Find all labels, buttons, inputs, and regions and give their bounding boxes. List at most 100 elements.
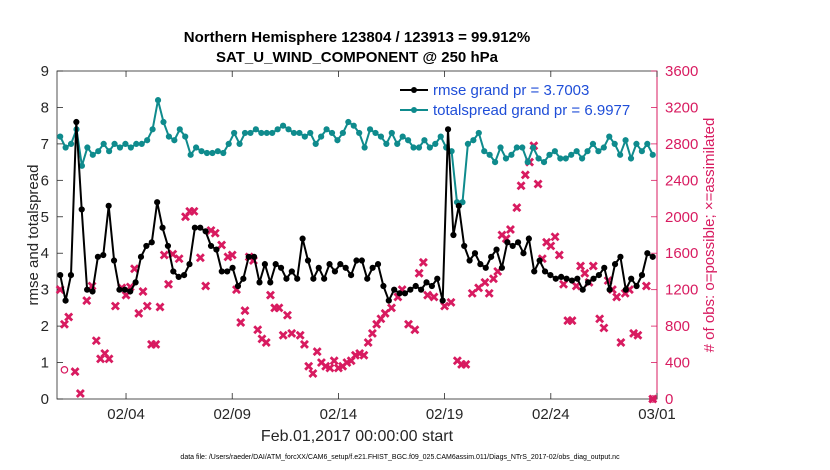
cross-stroke	[236, 317, 246, 327]
rmse-point	[509, 242, 516, 250]
cross-stroke	[138, 286, 148, 296]
totalspread-point	[57, 133, 64, 140]
totalspread-point	[405, 137, 412, 144]
rmse-point	[541, 268, 549, 275]
cross-stroke	[542, 237, 552, 247]
rmse-point	[277, 264, 285, 271]
rmse-point	[601, 264, 608, 271]
cross-stroke	[576, 261, 586, 271]
assimilated-obs-point	[410, 325, 420, 335]
cross-stroke	[355, 348, 365, 358]
assimilated-obs-point	[641, 281, 651, 291]
cross-stroke	[189, 206, 199, 216]
cross-stroke	[130, 264, 140, 274]
rmse-point	[304, 257, 312, 264]
cross-stroke	[142, 301, 152, 311]
cross-stroke	[316, 358, 326, 368]
rmse-point	[94, 253, 101, 260]
assimilated-obs-point	[174, 254, 184, 264]
rmse-point	[380, 282, 387, 290]
legend-rmse-label: rmse grand pr = 3.7003	[433, 82, 589, 99]
totalspread-point	[589, 140, 597, 147]
totalspread-point	[470, 137, 477, 144]
totalspread-point	[459, 199, 466, 206]
assimilated-obs-point	[512, 203, 522, 213]
totalspread-point	[573, 148, 580, 155]
left-y-tick-label: 4	[41, 245, 49, 262]
totalspread-point	[258, 129, 265, 137]
rmse-point	[159, 224, 166, 231]
totalspread-point	[176, 126, 183, 133]
rmse-point	[493, 246, 500, 253]
left-y-tick-label: 1	[41, 355, 49, 372]
cross-stroke	[418, 257, 428, 267]
assimilated-obs-point	[274, 303, 284, 313]
rmse-point	[73, 118, 80, 126]
totalspread-point	[345, 118, 352, 126]
rmse-point	[224, 268, 231, 275]
assimilated-obs-point	[588, 261, 598, 271]
totalspread-point	[198, 148, 205, 155]
totalspread-point	[611, 140, 618, 147]
rmse-point	[154, 199, 161, 206]
legend-totalspread-label: totalspread grand pr = 6.9977	[433, 102, 630, 119]
totalspread-point	[519, 144, 526, 151]
rmse-point	[595, 271, 602, 279]
cross-stroke	[174, 254, 184, 264]
totalspread-point	[415, 144, 423, 151]
rmse-point	[234, 282, 242, 290]
rmse-point	[170, 268, 177, 275]
assimilated-obs-point	[210, 228, 220, 238]
rmse-point	[385, 297, 392, 304]
right-y-tick-label: 800	[665, 318, 690, 335]
rmse-point	[477, 261, 484, 268]
rmse-point	[116, 286, 123, 293]
cross-stroke	[100, 348, 110, 358]
totalspread-point	[122, 140, 129, 147]
cross-stroke	[59, 319, 69, 329]
assimilated-obs-point	[151, 339, 161, 349]
totalspread-point	[437, 133, 444, 140]
totalspread-point	[301, 133, 308, 140]
chart-title-line-2: SAT_U_WIND_COMPONENT @ 250 hPa	[216, 49, 499, 66]
rmse-point	[531, 268, 538, 275]
totalspread-point	[530, 144, 537, 151]
rmse-point	[310, 275, 317, 282]
totalspread-point	[644, 140, 651, 147]
totalspread-point	[638, 148, 645, 155]
assimilated-obs-point	[546, 241, 556, 251]
plot-area: 02/04 02/09 02/14 02/19 02/24 03/010123456789…	[41, 63, 699, 423]
x-axis-label: Feb.01,2017 00:00:00 start	[261, 428, 454, 445]
assimilated-obs-point	[312, 347, 322, 357]
rmse-point	[78, 206, 85, 213]
cross-stroke	[512, 203, 522, 213]
right-y-axis-label: # of obs: o=possible; ×=assimilated	[701, 118, 718, 353]
totalspread-point	[399, 133, 406, 140]
assimilated-obs-point	[299, 339, 309, 349]
totalspread-point	[182, 133, 189, 140]
assimilated-obs-point	[580, 268, 590, 278]
totalspread-point	[62, 144, 69, 151]
rmse-point	[514, 239, 522, 246]
rmse-point	[563, 275, 570, 282]
assimilated-obs-point	[484, 288, 494, 298]
right-y-tick-label: 2800	[665, 136, 698, 153]
legend-totalspread-marker	[411, 107, 417, 113]
assimilated-obs-point	[329, 356, 339, 366]
assimilated-obs-point	[261, 338, 271, 348]
cross-stroke	[501, 234, 511, 244]
totalspread-point	[263, 129, 270, 137]
assimilated-obs-point	[480, 277, 490, 287]
rmse-point	[100, 251, 107, 259]
cross-stroke	[363, 338, 373, 348]
rmse-point	[611, 261, 619, 268]
assimilated-obs-point	[82, 296, 92, 306]
cross-stroke	[227, 250, 237, 260]
totalspread-point	[627, 155, 635, 162]
totalspread-point	[203, 149, 211, 157]
totalspread-point	[67, 140, 75, 147]
rmse-point	[536, 257, 543, 264]
totalspread-point	[383, 140, 390, 147]
left-y-tick-label: 6	[41, 172, 49, 189]
assimilated-obs-point	[520, 170, 530, 180]
